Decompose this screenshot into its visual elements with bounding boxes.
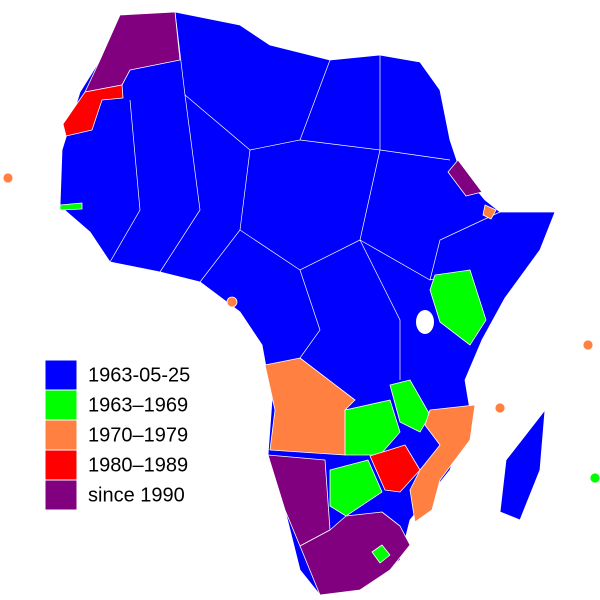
region [84,11,181,93]
borders [109,11,501,380]
legend-label: since 1990 [88,484,185,506]
legend-label: 1963-05-25 [88,364,190,386]
region [429,269,487,346]
legend-swatch [44,389,78,421]
island [589,472,600,484]
island [494,402,506,414]
region [482,204,497,220]
lake [416,310,434,334]
island [2,172,14,184]
legend-label: 1980–1989 [88,454,188,476]
region [59,202,83,211]
region [299,511,411,596]
region [499,409,546,521]
legend-swatch [44,479,78,511]
legend-label: 1963–1969 [88,394,188,416]
legend-swatch [44,359,78,391]
region [409,404,476,523]
region [371,544,391,564]
region [369,444,421,493]
region [447,159,483,197]
region [389,379,431,433]
region [344,399,401,456]
legend: 1963-05-25 1963–1969 1970–1979 1980–1989 sin… [44,359,190,511]
legend-swatch [44,449,78,481]
legend-swatch [44,419,78,451]
island [582,339,594,351]
legend-label: 1970–1979 [88,424,188,446]
island [226,296,238,308]
region [267,454,331,547]
region [62,84,124,137]
region [329,459,383,517]
